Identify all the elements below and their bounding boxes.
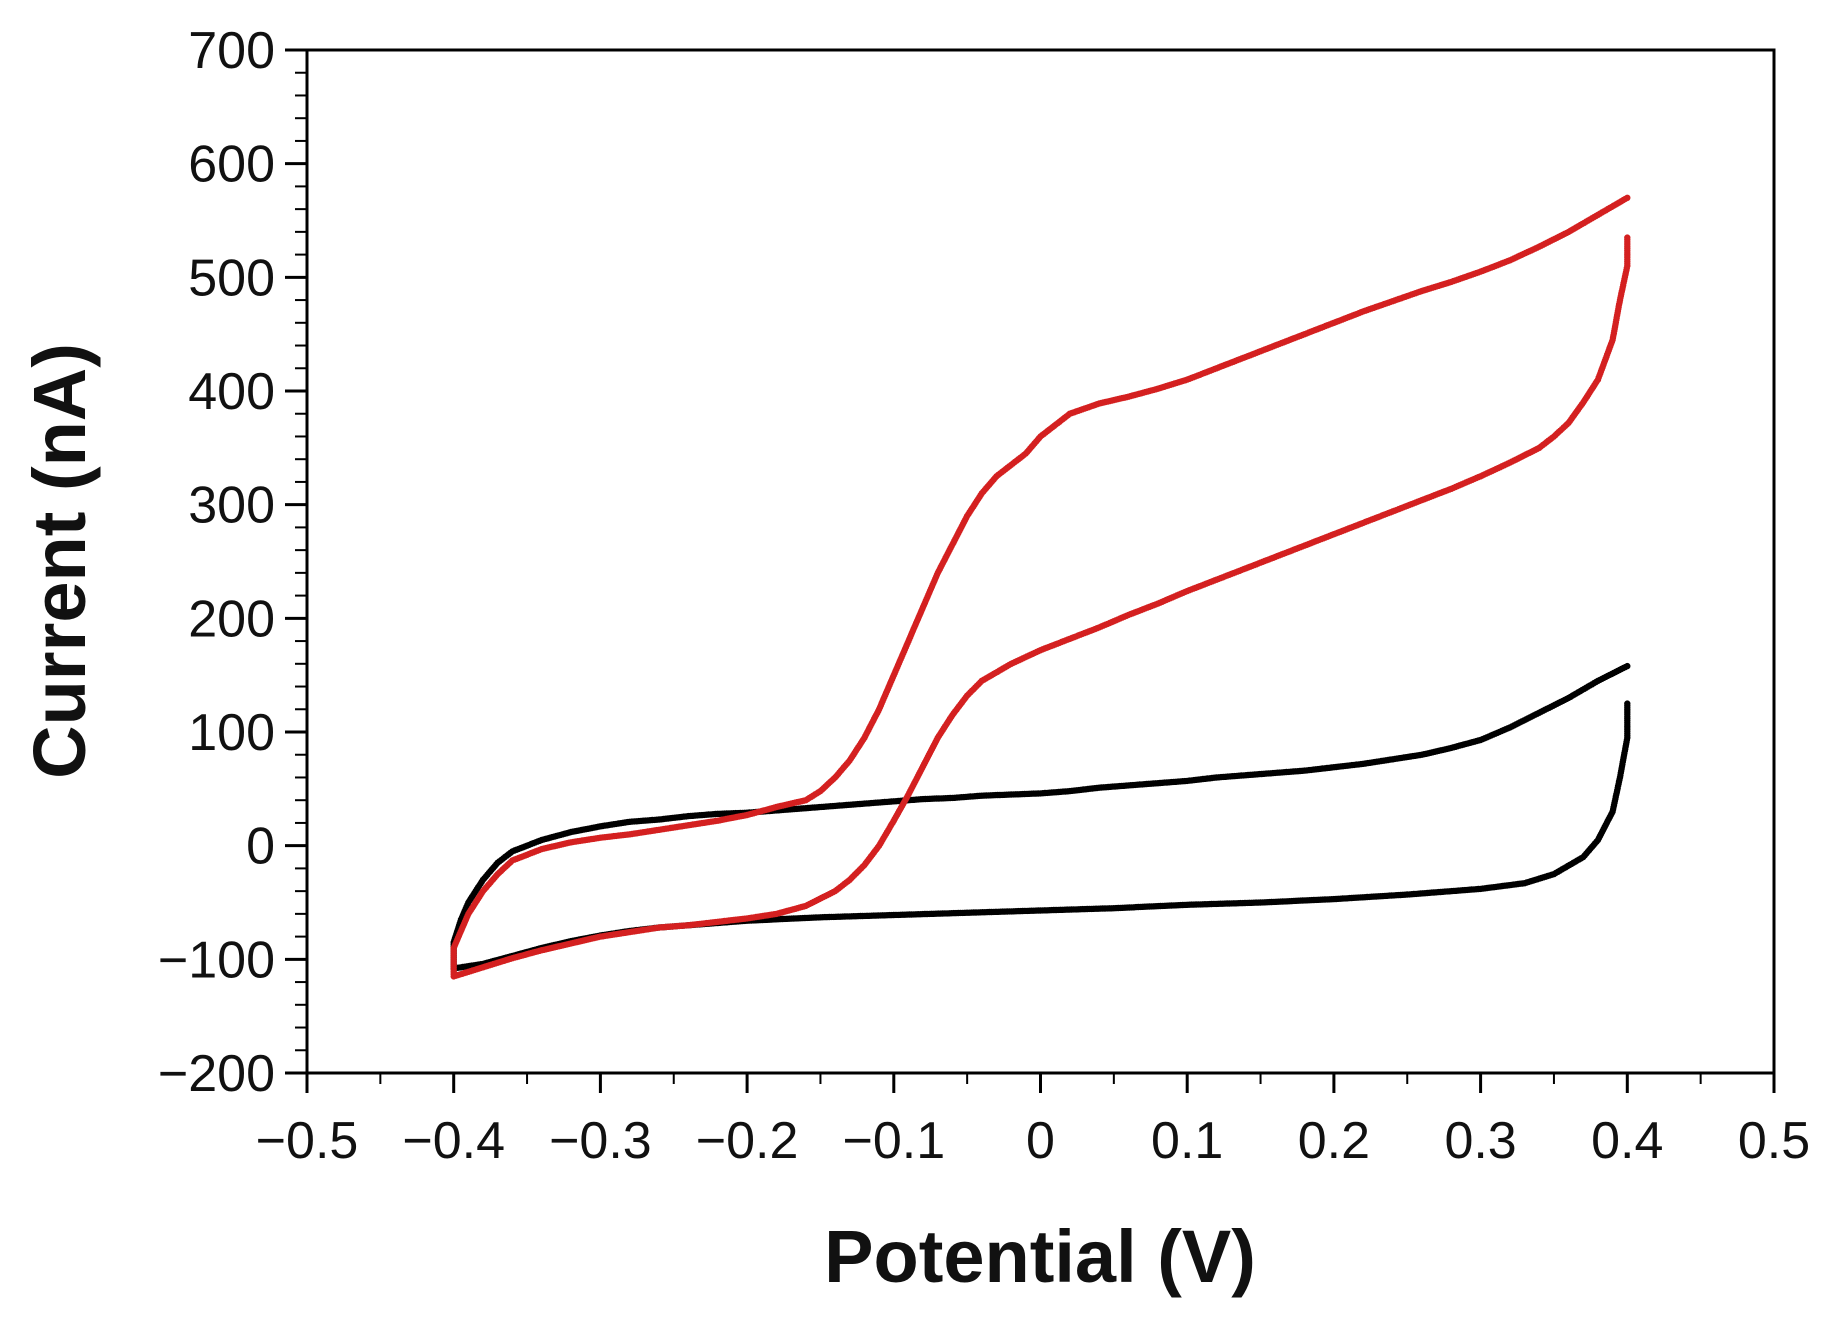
x-tick-label: −0.3: [549, 1112, 652, 1170]
x-axis-title: Potential (V): [824, 1215, 1256, 1298]
y-tick-label: 300: [188, 477, 275, 535]
x-tick-label: 0.4: [1591, 1112, 1663, 1170]
y-tick-label: 100: [188, 704, 275, 762]
y-tick-label: −100: [158, 931, 275, 989]
x-tick-label: −0.2: [696, 1112, 799, 1170]
minor-ticks: [295, 71, 1702, 1084]
x-tick-label: 0: [1026, 1112, 1055, 1170]
x-tick-label: −0.1: [842, 1112, 945, 1170]
x-tick-label: −0.4: [402, 1112, 505, 1170]
series-layer: [450, 194, 1631, 980]
x-tick-label: 0.3: [1444, 1112, 1516, 1170]
x-axis-ticks: −0.5 −0.4 −0.3 −0.2 −0.1 0 0.1 0.2 0.3 0.4 0.5: [256, 1073, 1810, 1170]
x-tick-label: 0.5: [1738, 1112, 1810, 1170]
y-tick-label: 400: [188, 363, 275, 421]
y-tick-label: 0: [246, 818, 275, 876]
y-tick-label: 600: [188, 136, 275, 194]
y-tick-label: 200: [188, 590, 275, 648]
series-black-points: [450, 662, 1631, 972]
y-tick-label: −200: [158, 1045, 275, 1103]
y-axis-ticks: −200 −100 0 100 200 300 400 500 600 700: [158, 22, 307, 1103]
y-tick-label: 500: [188, 249, 275, 307]
y-tick-label: 700: [188, 22, 275, 80]
x-tick-label: −0.5: [256, 1112, 359, 1170]
x-tick-label: 0.2: [1298, 1112, 1370, 1170]
y-axis-title: Current (nA): [18, 343, 101, 779]
x-tick-label: 0.1: [1151, 1112, 1223, 1170]
